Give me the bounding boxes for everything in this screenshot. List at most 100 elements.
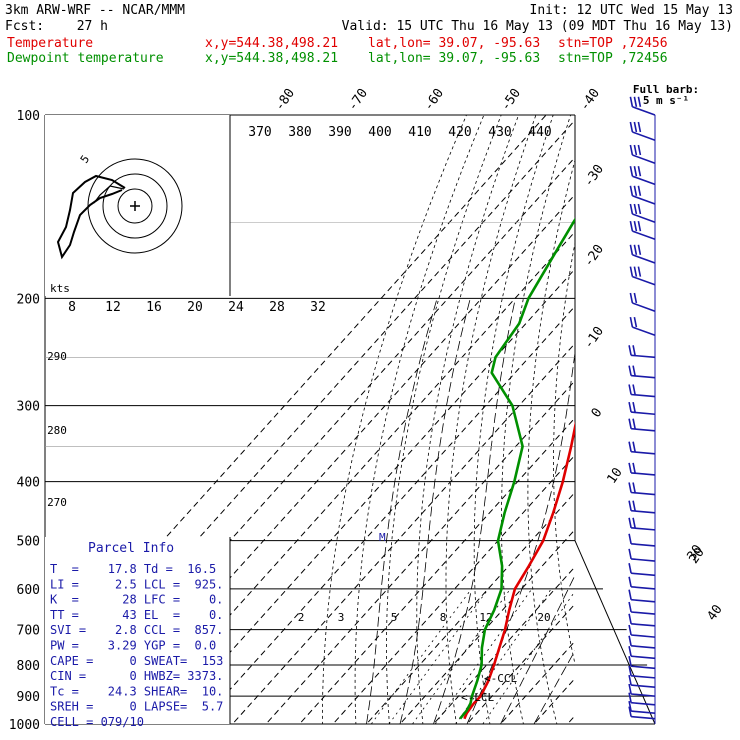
- annotation-lcl: <-LCL: [461, 691, 494, 704]
- wind-barb-shaft: [632, 175, 656, 186]
- wind-barb-shaft: [631, 710, 656, 715]
- wind-barb-shaft: [631, 665, 656, 670]
- isotherm-line: [589, 87, 740, 737]
- wind-barb-shaft: [631, 572, 656, 577]
- right-temperature-label: -20: [581, 242, 607, 270]
- isotherm-line: [365, 491, 575, 724]
- top-temperature-label: -70: [345, 86, 371, 114]
- wind-barb-flag: [633, 121, 638, 133]
- annotation-ccl: <-CCL: [484, 672, 517, 685]
- mixing-ratio-label: 5: [391, 611, 398, 624]
- wind-barb-shaft: [631, 715, 656, 720]
- theta-top-label: 440: [528, 125, 551, 140]
- wind-barb-flag: [628, 548, 632, 560]
- wind-barb-flag: [637, 166, 642, 177]
- dry-adiabat-line: [693, 87, 740, 737]
- wind-barb-shaft: [631, 701, 656, 706]
- dry-adiabat-line: [649, 87, 731, 737]
- right-slant-axis-line: [574, 540, 656, 725]
- pressure-label: 700: [17, 624, 40, 639]
- parcel-info-row: Tc = 24.3 SHEAR= 10.: [50, 684, 223, 698]
- wind-barb-shaft: [631, 623, 656, 627]
- wind-barb-flag: [628, 706, 632, 717]
- pressure-axis-labels: 100 200 300 400 500 600 700 800 900 1000: [9, 109, 40, 733]
- wind-barb-shaft: [632, 254, 656, 264]
- wind-barb-flag: [633, 203, 638, 215]
- dewpoint-line: [459, 217, 575, 720]
- wind-barb-flag: [628, 576, 632, 587]
- right-temperature-label: -10: [581, 324, 607, 352]
- isotherm-line: [499, 640, 575, 724]
- wind-barb-flag: [629, 166, 634, 177]
- moist-adiabat-line: [500, 574, 575, 724]
- moist-adiabat-line: [433, 298, 516, 724]
- wind-barb-shaft: [632, 213, 656, 223]
- wind-barb-shaft: [631, 684, 656, 688]
- forecast-hour: 27 h: [77, 19, 108, 34]
- moist-adiabat-line: [399, 298, 471, 724]
- theta-top-label: 370: [248, 125, 271, 140]
- forecast-label: Fcst:: [5, 19, 44, 34]
- theta-mid-label: 20: [187, 300, 203, 315]
- wind-barb-flag: [629, 266, 634, 277]
- wind-barb-flag: [628, 700, 632, 712]
- wind-barb-flag: [628, 613, 632, 624]
- parcel-info-row: TT = 43 EL = 0.: [50, 608, 223, 622]
- right-temperature-label: -30: [581, 162, 607, 190]
- wind-barb-shaft: [632, 154, 656, 164]
- wind-barb-flag: [637, 121, 642, 133]
- wind-barb-flag: [628, 601, 632, 613]
- theta-left-label: 280: [47, 424, 67, 437]
- wind-barb-flag: [628, 482, 632, 493]
- wind-barb-shaft: [631, 598, 656, 603]
- wind-barb-flag: [628, 441, 632, 452]
- isotherm-line: [466, 603, 575, 724]
- wind-barb-shaft: [631, 374, 656, 379]
- wind-barb-flag: [633, 144, 638, 156]
- wind-barb-flag: [632, 384, 636, 395]
- legend-temperature-latlon: lat,lon= 39.07, -95.63: [368, 36, 540, 51]
- top-temperature-label: -40: [577, 86, 603, 114]
- wind-barb-flag: [629, 316, 634, 328]
- right-temperature-label: 30: [684, 542, 705, 563]
- wind-barb-shaft: [631, 427, 656, 432]
- wind-barb-flag: [628, 646, 632, 657]
- dry-adiabat-line: [321, 115, 467, 724]
- wind-barb-flag: [628, 418, 632, 429]
- isotherm-line: [198, 305, 575, 724]
- legend-dewpoint-xy: x,y=544.38,498.21: [205, 51, 338, 66]
- isotherm-line: [298, 417, 575, 724]
- dry-adiabat-line: [416, 115, 520, 724]
- pressure-label: 400: [17, 476, 40, 491]
- wind-barb-flag: [632, 418, 636, 429]
- wind-barb-flag: [637, 220, 642, 232]
- sounding-series: [459, 217, 575, 720]
- parcel-info-title: Parcel Info: [88, 541, 174, 556]
- legend-temperature-name: Temperature: [7, 36, 93, 51]
- hodograph-units: kts: [50, 282, 70, 295]
- wind-barb-flag: [628, 462, 632, 474]
- dry-adiabat-line: [527, 158, 575, 724]
- wind-barb-flag: [629, 96, 634, 107]
- dry-adiabat-line: [445, 115, 537, 724]
- wind-barb-flag: [629, 144, 634, 156]
- pressure-label: 800: [17, 659, 40, 674]
- wind-barb-flag: [632, 482, 636, 493]
- wind-barb-flag: [632, 500, 636, 511]
- wind-barb-flag: [633, 244, 638, 255]
- wind-barb-flag: [628, 665, 632, 676]
- wind-barb-shaft: [631, 675, 656, 679]
- wind-barb-flag: [628, 656, 632, 667]
- right-temperature-label: 20: [686, 545, 707, 566]
- parcel-info-row: PW = 3.29 YGP = 0.0: [50, 639, 216, 653]
- parcel-info-row: T = 17.8 Td = 16.5: [50, 562, 216, 576]
- theta-top-label: 410: [408, 125, 431, 140]
- wind-barb-flag: [632, 365, 636, 376]
- theta-mid-label: 12: [105, 300, 121, 315]
- isotherm-line: [265, 379, 575, 724]
- wind-barbs: [628, 96, 656, 720]
- wind-barb-shaft: [632, 195, 656, 205]
- wind-barb-shaft: [631, 634, 656, 638]
- wind-barb-flag: [628, 674, 632, 686]
- wind-barb-flag: [629, 220, 634, 232]
